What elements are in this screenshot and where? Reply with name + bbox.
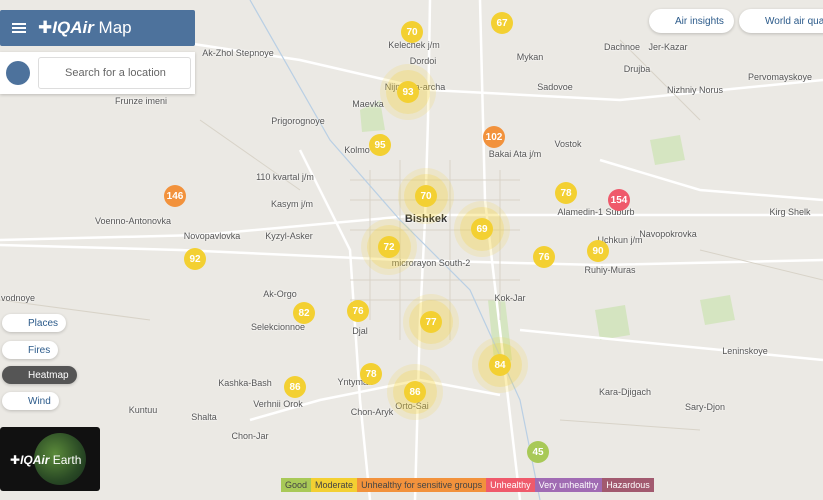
aqi-marker[interactable]: 102 [483,126,505,148]
aqi-marker[interactable]: 90 [587,240,609,262]
aqi-marker[interactable]: 78 [555,182,577,204]
search-bar: Search for a location [0,52,195,94]
header: ✚IQAir Map [0,10,195,46]
places-button[interactable]: Places [2,314,67,332]
aqi-marker[interactable]: 72 [378,236,400,258]
aqi-marker[interactable]: 146 [164,185,186,207]
place-label: Kelechek j/m [388,40,440,50]
brand: ✚IQAir Map [38,18,132,37]
aqi-marker[interactable]: 70 [415,185,437,207]
aqi-marker[interactable]: 95 [369,134,391,156]
aqi-marker[interactable]: 92 [184,248,206,270]
place-label: Alamedin-1 Suburb [557,207,635,217]
earth-product: Earth [52,453,82,467]
aqi-marker[interactable]: 77 [420,311,442,333]
legend-item: Hazardous [602,478,654,492]
place-label: Sadovoe [537,82,573,92]
place-label: Navopokrovka [639,229,697,239]
place-label: Vostok [554,139,582,149]
place-label: Selekcionnoe [250,322,306,332]
heatmap-button[interactable]: Heatmap [2,366,77,384]
place-label: Dordoi [409,56,437,66]
search-input[interactable]: Search for a location [38,57,191,89]
locate-button[interactable] [6,61,30,85]
aqi-marker[interactable]: 67 [491,12,513,34]
place-label: Chon-Aryk [350,407,394,417]
aqi-marker[interactable]: 45 [527,441,549,463]
place-label: Sary-Djon [684,402,726,412]
menu-button[interactable] [12,23,26,33]
place-label: Chon-Jar [231,431,269,441]
place-label: Bakai Ata j/m [488,149,542,159]
place-label: Kara-Djigach [598,387,652,397]
fires-button[interactable]: Fires [2,341,59,359]
place-label: Novopavlovka [183,231,241,241]
place-label: Pervomayskoye [747,72,813,82]
aqi-marker[interactable]: 82 [293,302,315,324]
place-label: Ruhiy-Muras [584,265,636,275]
globe [34,433,86,485]
place-label: Leninskoye [722,346,768,356]
place-label: vodnoye [0,293,36,303]
aqi-marker[interactable]: 86 [284,376,306,398]
aqi-marker[interactable]: 78 [360,363,382,385]
place-label: microrayon South-2 [391,258,471,268]
legend-item: Unhealthy for sensitive groups [357,478,487,492]
place-label: Dachnoe [603,42,641,52]
aqi-marker[interactable]: 70 [401,21,423,43]
place-label: Djal [352,326,368,336]
wind-button[interactable]: Wind [2,392,59,410]
aqi-marker[interactable]: 69 [471,218,493,240]
aqi-marker[interactable]: 84 [489,354,511,376]
place-label: Jer-Kazar [648,42,688,52]
place-label: Kok-Jar [494,293,526,303]
earth-label: ✚IQAir Earth [10,453,82,467]
aqi-marker[interactable]: 93 [397,81,419,103]
place-label: Shalta [191,412,217,422]
earth-widget[interactable]: ✚IQAir Earth [0,427,100,491]
place-label: Drujba [623,64,651,74]
product-name: Map [98,18,132,37]
place-label: Mykan [516,52,544,62]
place-label: Voenno-Antonovka [94,216,172,226]
brand-name: IQAir [52,18,94,37]
aqi-marker[interactable]: 76 [347,300,369,322]
place-label: Kyzyl-Asker [265,231,313,241]
place-label: Maevka [352,99,384,109]
place-label: Ak-Orgo [263,289,297,299]
aqi-legend: Good Moderate Unhealthy for sensitive grou… [281,478,654,492]
place-label: Nizhniy Norus [666,85,724,95]
legend-item: Very unhealthy [534,478,603,492]
air-insights-button[interactable]: Air insights [649,9,734,33]
place-label: Kolmo [344,145,370,155]
place-label: 110 kvartal j/m [256,172,314,182]
aqi-marker[interactable]: 154 [608,189,630,211]
legend-item: Good [281,478,312,492]
aqi-marker[interactable]: 76 [533,246,555,268]
place-label: Kasym j/m [270,199,314,209]
earth-brand: IQAir [20,453,50,467]
place-label: Kirg Shelk [769,207,811,217]
place-label: Verhnii Orok [253,399,303,409]
place-label: Kashka-Bash [218,378,272,388]
legend-item: Moderate [311,478,358,492]
place-label: Uchkun j/m [597,235,643,245]
place-label: Orto-Sai [395,401,429,411]
world-air-quality-button[interactable]: World air qual [739,9,823,33]
place-label: Kuntuu [128,405,158,415]
aqi-marker[interactable]: 86 [404,381,426,403]
legend-item: Unhealthy [486,478,535,492]
place-label: Ak-Zhol Stepnoye [202,48,274,58]
place-label: Bishkek [404,213,448,225]
place-label: Yntymak [337,377,373,387]
place-label: Frunze imeni [114,96,168,106]
side-panel: ✚IQAir Map Search for a location [0,10,195,94]
place-label: Prigorognoye [271,116,325,126]
